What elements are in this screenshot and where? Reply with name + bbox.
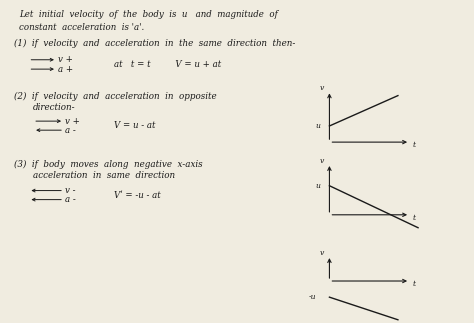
Text: a -: a - — [65, 195, 76, 204]
Text: v: v — [320, 84, 324, 92]
Text: v +: v + — [65, 117, 80, 126]
Text: a -: a - — [65, 126, 76, 135]
Text: (3)  if  body  moves  along  negative  x-axis: (3) if body moves along negative x-axis — [14, 160, 203, 169]
Text: Vʹ = -u - at: Vʹ = -u - at — [114, 191, 161, 200]
Text: v +: v + — [58, 55, 73, 64]
Text: (2)  if  velocity  and  acceleration  in  opposite: (2) if velocity and acceleration in oppo… — [14, 92, 217, 101]
Text: Let  initial  velocity  of  the  body  is  u   and  magnitude  of: Let initial velocity of the body is u an… — [19, 10, 278, 19]
Text: u: u — [315, 122, 320, 130]
Text: t: t — [412, 214, 416, 222]
Text: t: t — [412, 141, 416, 149]
Text: constant  acceleration  is 'a'.: constant acceleration is 'a'. — [19, 23, 144, 32]
Text: at   t = t         V = u + at: at t = t V = u + at — [114, 60, 221, 69]
Text: u: u — [315, 182, 320, 190]
Text: a +: a + — [58, 65, 73, 74]
Text: v: v — [320, 249, 324, 256]
Text: v: v — [320, 157, 324, 164]
Text: -u: -u — [309, 293, 317, 301]
Text: V = u - at: V = u - at — [114, 121, 155, 130]
Text: acceleration  in  same  direction: acceleration in same direction — [33, 171, 175, 180]
Text: t: t — [412, 280, 416, 288]
Text: (1)  if  velocity  and  acceleration  in  the  same  direction  then-: (1) if velocity and acceleration in the … — [14, 39, 296, 48]
Text: v -: v - — [65, 186, 75, 195]
Text: direction-: direction- — [33, 103, 76, 112]
